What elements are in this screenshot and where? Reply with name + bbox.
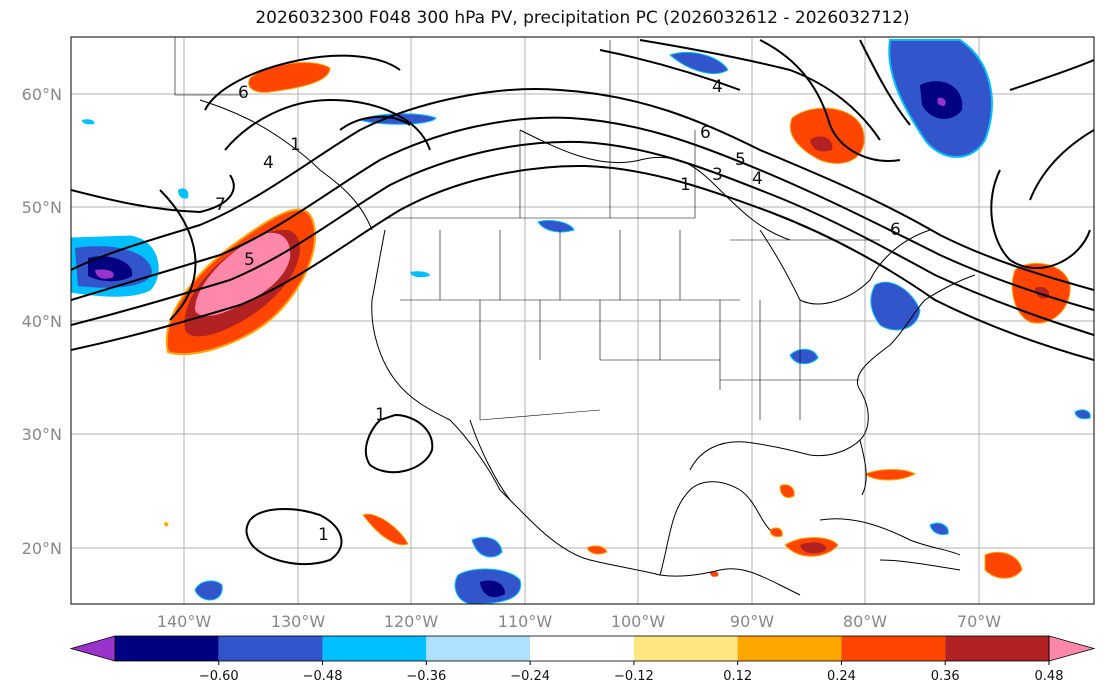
contour-label: 1 — [290, 135, 301, 155]
colorbar-swatch — [530, 636, 634, 661]
colorbar-tick-label: −0.60 — [199, 669, 239, 684]
colorbar-swatch — [945, 636, 1049, 661]
lon-label-80w: 80°W — [843, 612, 887, 631]
latitude-labels: 60°N 50°N 40°N 30°N 20°N — [22, 85, 62, 558]
colorbar-tick-label: 0.48 — [1035, 669, 1064, 684]
pv-contours — [71, 39, 1094, 566]
precip-shading — [71, 39, 1091, 604]
colorbar-tick-label: −0.12 — [614, 669, 654, 684]
colorbar-swatch — [115, 636, 219, 661]
longitude-labels: 140°W 130°W 120°W 110°W 100°W 90°W 80°W … — [157, 612, 1001, 631]
contour-label: 1 — [375, 405, 386, 425]
coastlines — [199, 99, 976, 596]
contour-label: 6 — [890, 220, 901, 240]
contour-label: 5 — [244, 250, 255, 270]
colorbar-swatch — [322, 636, 427, 661]
contour-label: 1 — [318, 525, 329, 545]
colorbar-swatch — [218, 636, 323, 661]
lat-label-30n: 30°N — [22, 425, 62, 444]
colorbar-swatch — [633, 636, 738, 661]
lon-label-70w: 70°W — [957, 612, 1001, 631]
contour-label: 6 — [238, 83, 249, 103]
lat-label-40n: 40°N — [22, 312, 62, 331]
lon-label-90w: 90°W — [730, 612, 774, 631]
colorbar-extend-low — [69, 635, 116, 662]
colorbar-swatch — [426, 636, 531, 661]
map-frame — [70, 36, 1095, 605]
contour-label: 1 — [680, 175, 691, 195]
contour-label: 5 — [735, 150, 746, 170]
contour-label: 4 — [712, 77, 723, 97]
lat-label-60n: 60°N — [22, 85, 62, 104]
lon-label-120w: 120°W — [384, 612, 439, 631]
contour-label: 4 — [263, 153, 274, 173]
colorbar-outline — [114, 635, 1050, 662]
contour-label: 6 — [700, 123, 711, 143]
colorbar-tick-label: 0.36 — [931, 669, 960, 684]
map-title: 2026032300 F048 300 hPa PV, precipitatio… — [255, 8, 910, 28]
contour-labels: 6 4 7 5 1 3 1 4 6 5 4 6 1 1 — [215, 77, 901, 545]
lon-label-110w: 110°W — [498, 612, 553, 631]
colorbar-tick-label: 0.24 — [827, 669, 856, 684]
colorbar-tick-label: 0.12 — [723, 669, 752, 684]
colorbar-tick-label: −0.36 — [406, 669, 446, 684]
colorbar-extend-high — [1048, 635, 1096, 662]
colorbar-swatch — [841, 636, 946, 661]
colorbar-tick-label: −0.24 — [510, 669, 550, 684]
lat-label-20n: 20°N — [22, 539, 62, 558]
contour-label: 7 — [215, 195, 226, 215]
lon-label-140w: 140°W — [157, 612, 212, 631]
lon-label-130w: 130°W — [271, 612, 326, 631]
contour-label: 4 — [752, 169, 763, 189]
lat-label-50n: 50°N — [22, 198, 62, 217]
lon-label-100w: 100°W — [611, 612, 666, 631]
colorbar-tick-label: −0.48 — [303, 669, 343, 684]
colorbar: −0.60 −0.48 −0.36 −0.24 −0.12 0.12 0.24 0.36 0.4… — [69, 635, 1096, 684]
colorbar-swatch — [737, 636, 842, 661]
contour-label: 3 — [712, 165, 723, 185]
